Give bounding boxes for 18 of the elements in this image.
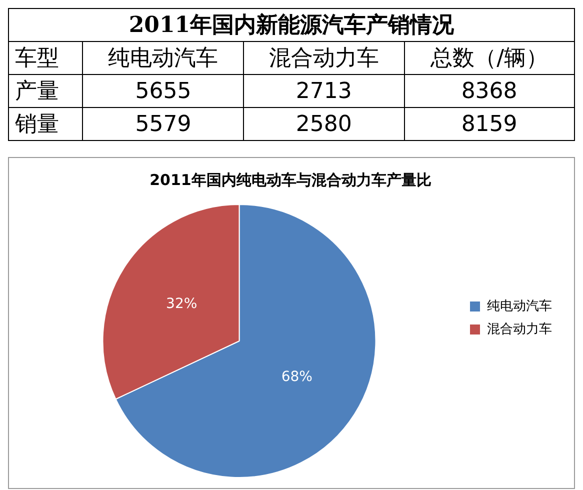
legend-label: 混合动力车 <box>487 322 552 337</box>
y-tick-label: 销量 <box>8 108 83 140</box>
data-label: 2713 <box>244 74 404 108</box>
y-tick-label: 产量 <box>8 74 83 108</box>
y-axis-title: 车型 <box>8 42 83 74</box>
data-label: 2580 <box>244 108 404 140</box>
x-tick-label: 混合动力车 <box>244 42 404 74</box>
chart-title: 2011年国内新能源汽车产销情况 <box>8 8 574 42</box>
data-label: 5655 <box>82 74 244 108</box>
legend-label: 纯电动汽车 <box>487 298 552 314</box>
x-tick-label: 纯电动汽车 <box>82 42 244 74</box>
x-tick-label: 总数（/辆） <box>404 42 574 74</box>
chart-title: 2011年国内纯电动车与混合动力车产量比 <box>150 170 432 189</box>
data-label: 8159 <box>404 108 574 140</box>
data-label: 68% <box>281 369 312 386</box>
data-label: 32% <box>166 296 198 312</box>
data-label: 8368 <box>404 74 574 108</box>
data-label: 5579 <box>82 108 244 140</box>
